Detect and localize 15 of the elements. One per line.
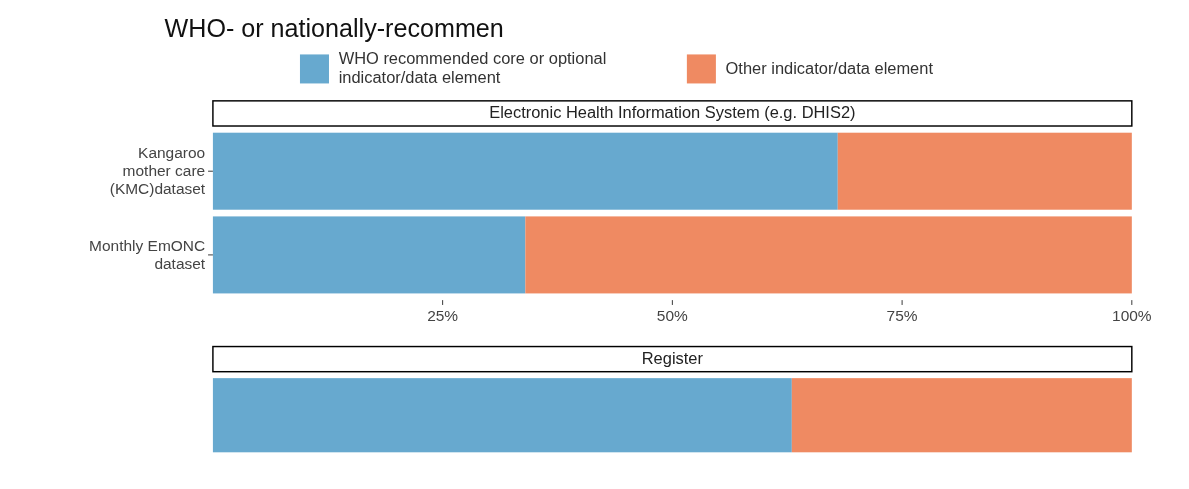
bar bbox=[525, 216, 1132, 294]
chart-subtitle: Electronic Health Information System (e.g. DHIS2) bbox=[489, 103, 856, 122]
x-tick-label: 50% bbox=[656, 307, 689, 325]
chart-title: WHO- or nationally-recommen bbox=[164, 14, 504, 43]
legend-label: Other indicator/data element bbox=[725, 58, 934, 77]
bar bbox=[212, 216, 526, 294]
y-tick-label: Monthly EmONC dataset bbox=[89, 236, 206, 272]
x-tick-label: 75% bbox=[886, 307, 918, 325]
y-tick-label: Kangaroo mother care (KMC)dataset bbox=[109, 143, 206, 198]
legend-label: WHO recommended core or optional indicator/data element bbox=[338, 49, 607, 87]
x-tick-label: 25% bbox=[427, 307, 459, 325]
x-tick-label: 100% bbox=[1112, 307, 1152, 325]
bar bbox=[212, 132, 838, 210]
bar bbox=[837, 132, 1132, 210]
chart-subtitle: Register bbox=[641, 348, 704, 367]
